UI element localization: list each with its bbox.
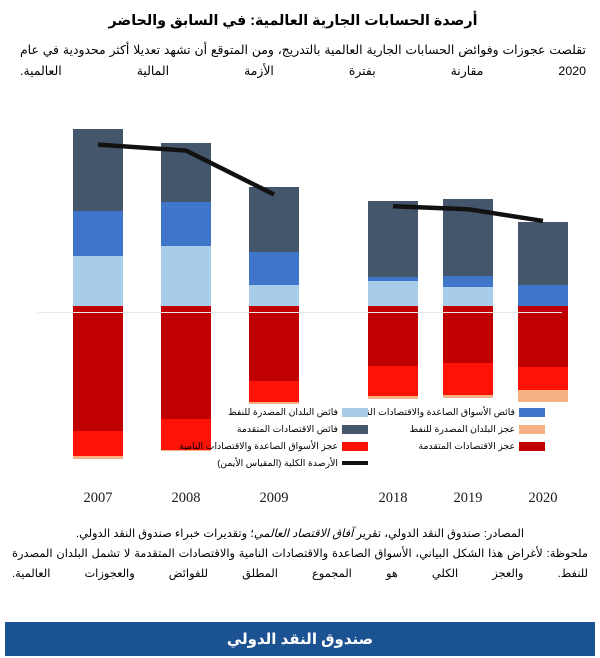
zero-gridline — [38, 312, 562, 313]
bar-segment — [443, 395, 493, 399]
legend-line-icon — [342, 461, 368, 465]
bar-group — [518, 130, 568, 482]
chart-notes: المصادر: صندوق النقد الدولي، تقرير آفاق … — [12, 524, 588, 584]
legend-label: عجز الاقتصادات المتقدمة — [418, 441, 516, 451]
bar-segment — [249, 381, 299, 402]
chart-plot-area: 321صفر1-2-3- 642صفر2-4-6- 20072008200920… — [0, 118, 600, 508]
note-line: ملحوظة: لأغراض هذا الشكل البياني، الأسوا… — [12, 548, 588, 580]
bar-segment — [443, 363, 493, 396]
bar-segment — [161, 418, 211, 450]
legend-swatch-icon — [519, 441, 545, 451]
bar-segment — [368, 306, 418, 366]
bar-segment — [518, 389, 568, 403]
bar-segment — [368, 365, 418, 397]
footer-organization-label: صندوق النقد الدولي — [226, 631, 374, 648]
footer-bar: صندوق النقد الدولي — [5, 622, 595, 656]
bar-segment — [249, 306, 299, 382]
legend-item: فائض الأسواق الصاعدة والاقتصادات النامية — [352, 404, 545, 420]
bar-segment — [368, 280, 418, 306]
legend-label: عجز البلدان المصدرة للنفط — [409, 424, 515, 434]
x-axis-label: 2018 — [378, 490, 408, 506]
bar-group — [368, 130, 418, 482]
bar-segment — [161, 143, 211, 202]
bar-segment — [249, 284, 299, 306]
bar-segment — [518, 367, 568, 390]
bar-segment — [73, 210, 123, 257]
bar-group — [249, 130, 299, 482]
bar-segment — [73, 129, 123, 211]
bar-segment — [368, 396, 418, 399]
bar-segment — [368, 277, 418, 281]
sources-prefix: المصادر: صندوق النقد الدولي، تقرير — [353, 528, 525, 540]
legend-item: عجز الاقتصادات المتقدمة — [370, 438, 545, 454]
bar-segment — [368, 200, 418, 278]
x-axis-label: 2019 — [453, 490, 483, 506]
x-axis-label: 2007 — [83, 490, 113, 506]
bar-segment — [443, 276, 493, 287]
bar-segment — [249, 401, 299, 404]
legend-label: عجز الأسواق الصاعدة والاقتصادات النامية — [179, 441, 338, 451]
legend-swatch-icon — [519, 424, 545, 434]
sources-publication: آفاق الاقتصاد العالمي — [253, 528, 354, 540]
bar-segment — [249, 252, 299, 285]
legend-item: عجز البلدان المصدرة للنفط — [370, 421, 545, 437]
bar-segment — [73, 456, 123, 459]
legend-swatch-icon — [519, 407, 545, 417]
legend-label: الأرصدة الكلية (المقياس الأيمن) — [217, 458, 338, 468]
bar-segment — [161, 201, 211, 246]
bar-segment — [161, 245, 211, 306]
legend-swatch-icon — [342, 424, 368, 434]
legend-item: فائض البلدان المصدرة للنفط — [173, 404, 368, 420]
bar-group — [73, 129, 123, 482]
chart-legend: فائض الأسواق الصاعدة والاقتصادات النامية… — [0, 404, 600, 470]
legend-column-right: فائض الأسواق الصاعدة والاقتصادات النامية… — [352, 404, 545, 455]
legend-swatch-icon — [342, 441, 368, 451]
bar-segment — [518, 221, 568, 285]
bar-segment — [249, 187, 299, 253]
bar-segment — [443, 198, 493, 277]
legend-label: فائض الاقتصادات المتقدمة — [236, 424, 338, 434]
bar-segment — [443, 286, 493, 306]
bar-segment — [518, 306, 568, 367]
bar-segment — [73, 430, 123, 457]
legend-label: فائض البلدان المصدرة للنفط — [228, 407, 338, 417]
x-axis-label: 2009 — [259, 490, 289, 506]
sources-suffix: ؛ وتقديرات خبراء صندوق النقد الدولي. — [75, 528, 254, 540]
x-axis-label: 2008 — [171, 490, 201, 506]
page-title: أرصدة الحسابات الجارية العالمية: في السا… — [108, 13, 478, 29]
bar-segment — [161, 449, 211, 452]
x-axis-label: 2020 — [528, 490, 558, 506]
sources-line: المصادر: صندوق النقد الدولي، تقرير آفاق … — [12, 524, 588, 544]
legend-item: الأرصدة الكلية (المقياس الأيمن) — [173, 455, 368, 471]
legend-label: فائض الأسواق الصاعدة والاقتصادات النامية — [351, 407, 515, 417]
bar-segment — [518, 284, 568, 306]
plot-inner: 321صفر1-2-3- 642صفر2-4-6- 20072008200920… — [38, 129, 568, 506]
bar-segment — [443, 306, 493, 364]
legend-column-left: فائض البلدان المصدرة للنفط فائض الاقتصادا… — [173, 404, 368, 472]
legend-item: عجز الأسواق الصاعدة والاقتصادات النامية — [173, 438, 368, 454]
legend-swatch-icon — [342, 407, 368, 417]
legend-item: فائض الاقتصادات المتقدمة — [173, 421, 368, 437]
bar-segment — [73, 256, 123, 306]
bar-segment — [73, 306, 123, 431]
bar-segment — [161, 306, 211, 419]
chart-subtitle: تقلصت عجوزات وفوائض الحسابات الجارية الع… — [20, 43, 586, 78]
